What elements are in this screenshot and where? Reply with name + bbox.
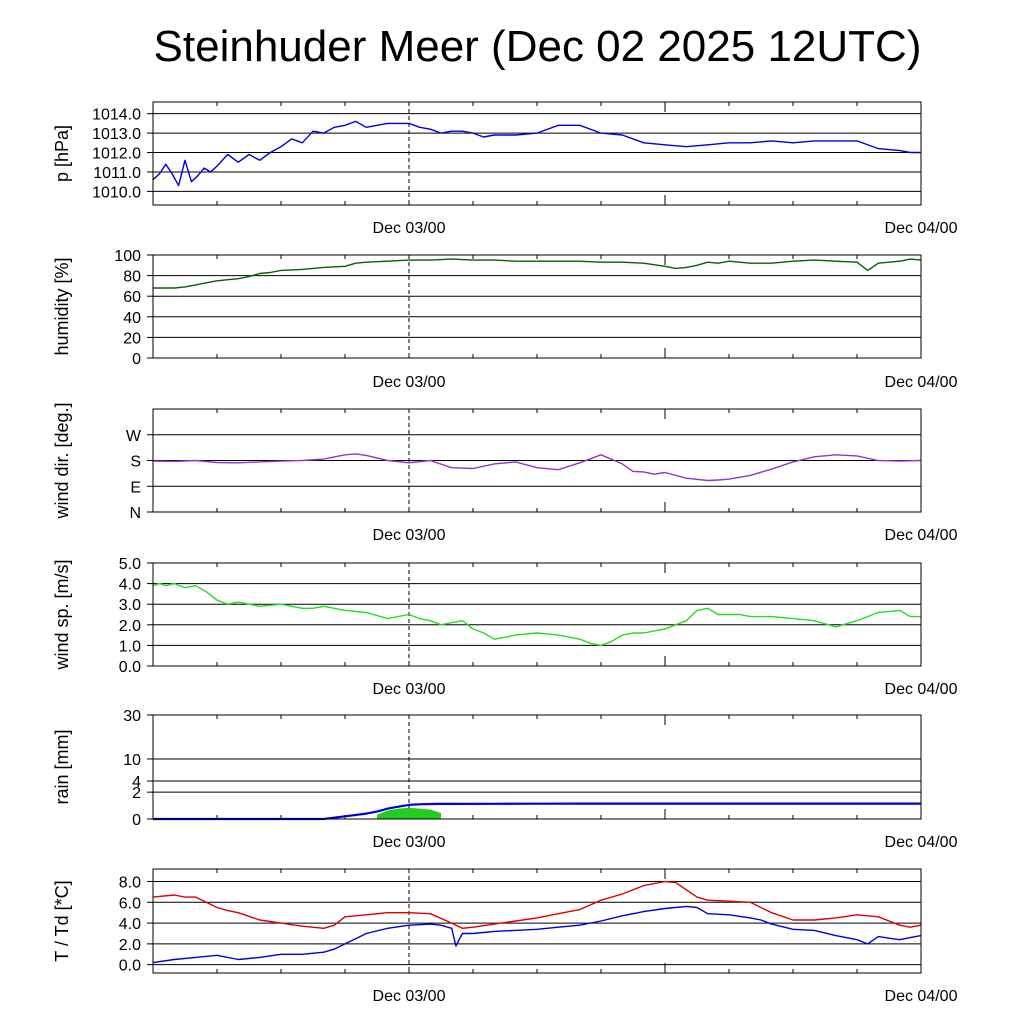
y-tick-label-temperature: 2.0	[119, 937, 141, 954]
series-line-accumulated-rain	[153, 802, 921, 821]
y-tick-label-wind_speed: 0.0	[119, 659, 141, 676]
y-tick-label-humidity: 80	[123, 269, 141, 286]
panel-frame-humidity	[152, 254, 922, 359]
y-tick-label-wind_speed: 4.0	[119, 577, 141, 594]
y-tick-label-temperature: 6.0	[119, 895, 141, 912]
y-tick-label-pressure: 1011.0	[93, 165, 141, 182]
y-tick-label-pressure: 1013.0	[92, 126, 141, 143]
x-tick-label: Dec 03/00	[373, 374, 446, 391]
y-tick-label-wind_speed: 5.0	[119, 556, 141, 573]
y-tick-label-wind_speed: 3.0	[119, 597, 141, 614]
x-tick-label: Dec 03/00	[373, 988, 446, 1005]
y-tick-label-rain: 0	[132, 812, 141, 829]
y-tick-label-rain: 30	[123, 708, 141, 725]
y-axis-label-temperature: T / Td [*C]	[52, 880, 72, 961]
y-tick-label-rain: 2	[132, 785, 141, 802]
y-axis-label-humidity: humidity [%]	[52, 257, 72, 355]
y-tick-label-wind_direction: N	[129, 505, 141, 522]
y-axis-label-wind_direction: wind dir. [deg.]	[52, 402, 72, 519]
y-axis-label-wind_speed: wind sp. [m/s]	[52, 559, 72, 670]
series-line-wind-direction	[152, 453, 922, 482]
rain-bar-area	[377, 807, 441, 819]
panel-frame-pressure	[152, 101, 922, 206]
x-tick-label: Dec 04/00	[885, 834, 958, 851]
y-tick-label-rain: 4	[132, 774, 141, 791]
y-axis-label-pressure: p [hPa]	[52, 125, 72, 182]
panel-frame-wind_direction	[152, 408, 922, 513]
y-tick-label-humidity: 20	[123, 330, 141, 347]
y-tick-label-wind_direction: E	[130, 479, 141, 496]
series-line-dew-point	[152, 905, 922, 964]
y-tick-label-temperature: 4.0	[119, 916, 141, 933]
x-tick-label: Dec 04/00	[885, 681, 958, 698]
chart-title: Steinhuder Meer (Dec 02 2025 12UTC)	[153, 22, 922, 71]
x-tick-label: Dec 03/00	[373, 681, 446, 698]
panel-frame-temperature	[152, 868, 922, 974]
x-tick-label: Dec 03/00	[373, 527, 446, 544]
x-tick-label: Dec 04/00	[885, 527, 958, 544]
x-tick-label: Dec 03/00	[373, 220, 446, 237]
y-tick-label-humidity: 100	[114, 248, 141, 265]
y-tick-label-wind_direction: S	[130, 454, 141, 471]
y-tick-label-temperature: 8.0	[119, 874, 141, 891]
y-tick-label-wind_direction: W	[126, 428, 142, 445]
x-tick-label: Dec 03/00	[373, 834, 446, 851]
series-line-temperature	[152, 880, 922, 929]
x-tick-label: Dec 04/00	[885, 988, 958, 1005]
y-tick-label-temperature: 0.0	[119, 958, 141, 975]
x-tick-label: Dec 04/00	[885, 374, 958, 391]
y-tick-label-pressure: 1010.0	[92, 184, 141, 201]
y-tick-label-wind_speed: 1.0	[119, 638, 141, 655]
x-tick-label: Dec 04/00	[885, 220, 958, 237]
y-axis-label-rain: rain [mm]	[52, 729, 72, 804]
series-line-humidity	[153, 258, 922, 289]
y-tick-label-rain: 10	[123, 752, 141, 769]
panel-frame-wind_speed	[152, 562, 922, 667]
y-tick-label-pressure: 1014.0	[92, 107, 141, 124]
series-line-pressure	[152, 120, 921, 187]
y-tick-label-humidity: 40	[123, 310, 141, 327]
y-tick-label-humidity: 0	[132, 351, 141, 368]
series-line-wind-speed	[152, 582, 921, 647]
y-tick-label-pressure: 1012.0	[92, 146, 141, 163]
y-tick-label-humidity: 60	[123, 289, 141, 306]
panel-frame-rain	[152, 714, 922, 820]
y-tick-label-wind_speed: 2.0	[119, 618, 141, 635]
